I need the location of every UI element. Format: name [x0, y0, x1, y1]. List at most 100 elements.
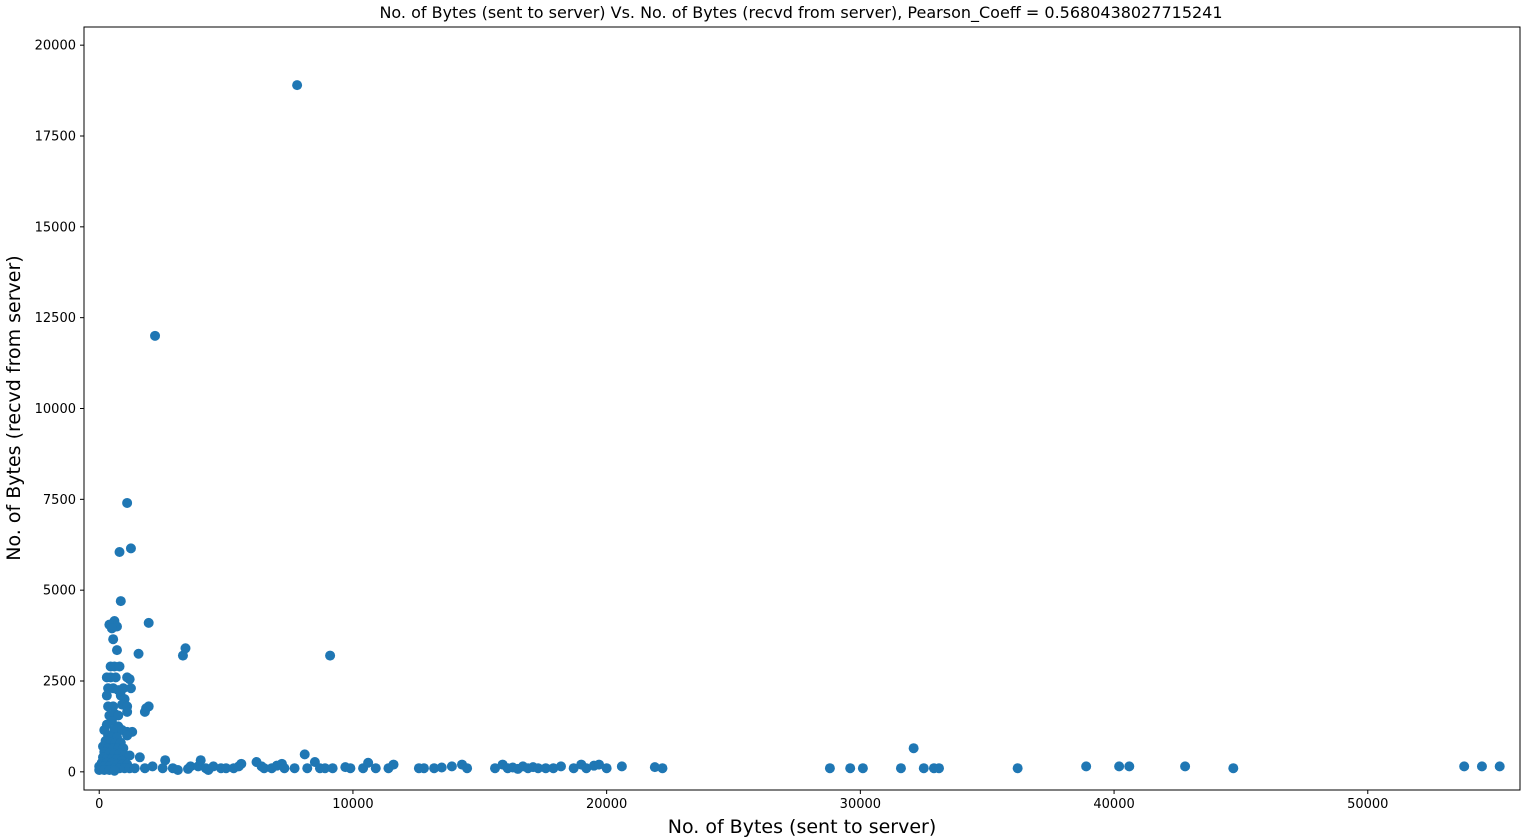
data-point [895, 763, 906, 774]
data-point [122, 706, 133, 717]
data-point [195, 755, 206, 766]
chart-title: No. of Bytes (sent to server) Vs. No. of… [379, 3, 1222, 23]
data-point [490, 763, 501, 774]
data-point [436, 762, 447, 773]
data-point [289, 763, 300, 774]
x-axis-label: No. of Bytes (sent to server) [668, 816, 937, 838]
data-point [568, 763, 579, 774]
data-point [601, 763, 612, 774]
x-tick-label: 20000 [586, 797, 627, 812]
data-point [824, 763, 835, 774]
data-point [388, 759, 399, 770]
data-point [370, 763, 381, 774]
data-point [302, 763, 313, 774]
data-point [325, 650, 336, 661]
data-point [1012, 763, 1023, 774]
data-point [125, 543, 136, 554]
data-point [327, 763, 338, 774]
data-point [134, 752, 145, 763]
data-point [1081, 761, 1092, 772]
data-point [150, 330, 161, 341]
y-tick-label: 0 [68, 765, 76, 780]
data-point [1494, 761, 1505, 772]
data-point [114, 547, 125, 558]
data-point [429, 763, 440, 774]
data-point [908, 743, 919, 754]
data-point [157, 763, 168, 774]
x-tick-label: 40000 [1093, 797, 1134, 812]
data-point [1124, 761, 1135, 772]
x-tick-label: 0 [95, 797, 103, 812]
data-point [180, 643, 191, 654]
y-tick-label: 20000 [35, 39, 76, 54]
data-point [649, 762, 660, 773]
data-point [122, 497, 133, 508]
scatter-points [94, 80, 1505, 776]
y-axis-label: No. of Bytes (recvd from server) [3, 255, 25, 560]
data-point [147, 761, 158, 772]
data-point [918, 763, 929, 774]
data-point [845, 763, 856, 774]
data-point [462, 763, 473, 774]
data-point [259, 763, 270, 774]
data-point [236, 758, 247, 769]
data-point [106, 623, 117, 634]
data-point [594, 759, 605, 770]
data-point [172, 765, 183, 776]
data-point [221, 763, 232, 774]
y-tick-label: 15000 [35, 220, 76, 235]
data-point [279, 763, 290, 774]
data-point [540, 763, 551, 774]
data-point [124, 674, 135, 685]
data-point [555, 761, 566, 772]
data-point [208, 761, 219, 772]
y-tick-label: 12500 [35, 311, 76, 326]
data-point [133, 648, 144, 659]
data-point [109, 765, 120, 776]
data-point [446, 761, 457, 772]
data-point [129, 763, 140, 774]
data-point [139, 706, 150, 717]
data-point [139, 763, 150, 774]
x-tick-label: 10000 [332, 797, 373, 812]
data-point [101, 690, 112, 701]
data-point [616, 761, 627, 772]
data-point [857, 763, 868, 774]
data-point [122, 730, 133, 741]
data-point [185, 761, 196, 772]
data-point [657, 763, 668, 774]
data-point [299, 749, 310, 760]
data-point [114, 661, 125, 672]
data-point [533, 763, 544, 774]
data-point [418, 763, 429, 774]
data-point [124, 750, 135, 761]
data-point [363, 757, 374, 768]
data-point [320, 763, 331, 774]
y-axis-ticks: 0 2500 5000 7500 10000 12500 15000 17500 20000 [35, 39, 84, 780]
data-point [934, 763, 945, 774]
plot-frame [83, 26, 1521, 791]
data-point [1459, 761, 1470, 772]
data-point [345, 763, 356, 774]
data-point [108, 634, 119, 645]
y-tick-label: 2500 [43, 675, 76, 690]
y-tick-label: 7500 [43, 493, 76, 508]
data-point [143, 617, 154, 628]
data-point [1180, 761, 1191, 772]
data-point [160, 755, 171, 766]
y-tick-label: 5000 [43, 584, 76, 599]
data-point [1476, 761, 1487, 772]
data-point [548, 763, 559, 774]
data-point [111, 645, 122, 656]
x-tick-label: 30000 [840, 797, 881, 812]
y-tick-label: 10000 [35, 402, 76, 417]
data-point [292, 80, 303, 91]
y-tick-label: 17500 [35, 130, 76, 145]
data-point [1228, 763, 1239, 774]
data-point [115, 596, 126, 607]
data-point [581, 763, 592, 774]
x-tick-label: 50000 [1347, 797, 1388, 812]
data-point [125, 683, 136, 694]
x-axis-ticks: 0 10000 20000 30000 40000 50000 [95, 790, 1388, 812]
